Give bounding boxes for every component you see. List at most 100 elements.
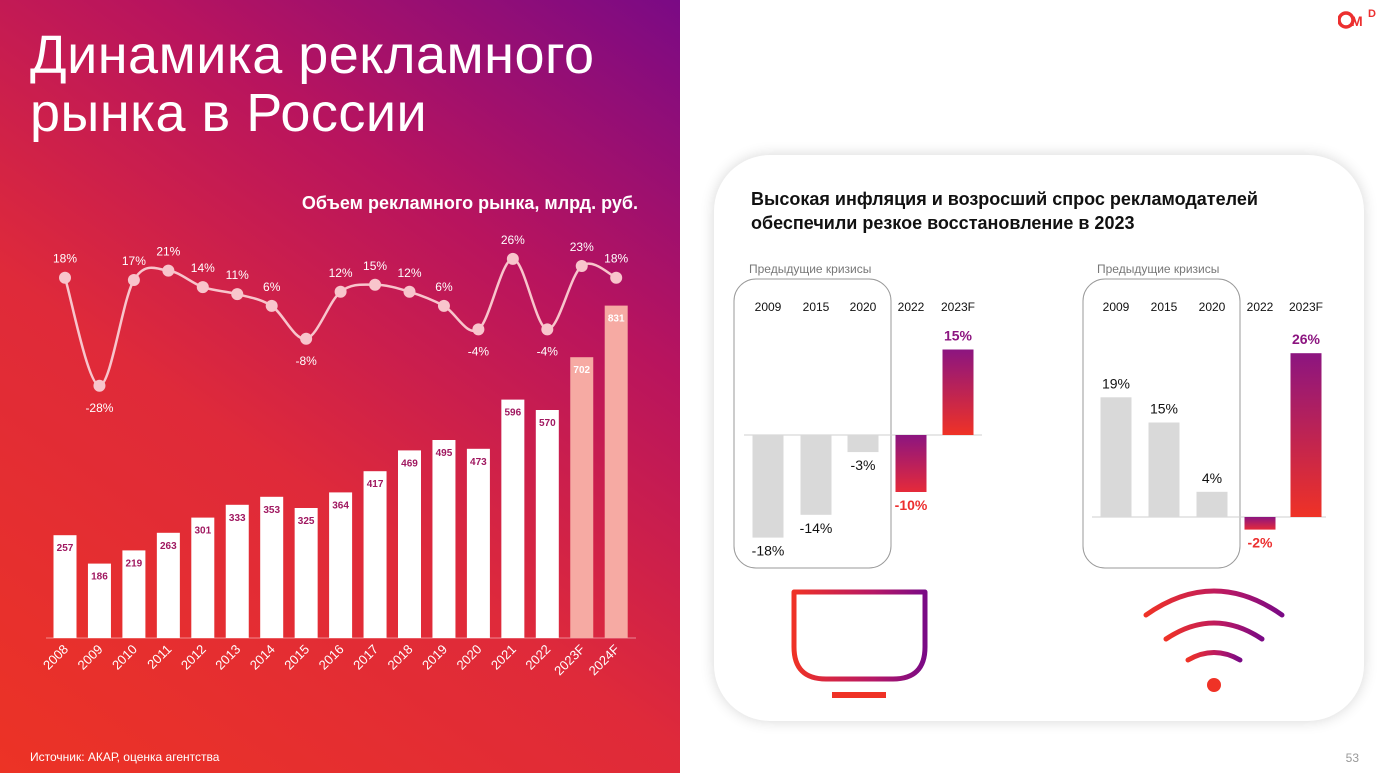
growth-point-2017	[369, 278, 382, 291]
crisis-label-internet: Предыдущие кризисы	[1097, 262, 1220, 276]
growth-point-2009	[93, 379, 106, 392]
x-tick-2016: 2016	[316, 642, 347, 673]
bar-value-2018: 469	[401, 458, 418, 469]
bar-2012	[191, 517, 215, 638]
x-tick-2023F: 2023F	[551, 641, 588, 678]
growth-label-2019: 6%	[435, 280, 453, 294]
growth-point-2023F	[575, 259, 588, 272]
growth-point-2024F	[610, 271, 623, 284]
crisis-frame-tv	[733, 278, 892, 569]
bar-2023F	[570, 357, 594, 638]
wifi-icon	[1143, 588, 1285, 692]
bar-value-2021: 596	[505, 408, 522, 419]
growth-label-2013: 11%	[226, 268, 249, 282]
bar-value-2015: 325	[298, 516, 315, 527]
crisis-label-tv: Предыдущие кризисы	[749, 262, 872, 276]
bar-tv-2015	[800, 435, 832, 515]
x-tick-2009: 2009	[75, 642, 106, 673]
card-title: Высокая инфляция и возросший спрос рекла…	[751, 189, 1258, 233]
bar-value-2022: 570	[539, 418, 556, 429]
bar-label-internet-2022: -2%	[1248, 535, 1273, 551]
category-internet-2015: 2015	[1151, 300, 1178, 314]
x-tick-2017: 2017	[350, 642, 381, 673]
bar-label-internet-2009: 19%	[1102, 375, 1130, 391]
bar-2016	[329, 492, 353, 638]
bar-tv-2020	[847, 435, 879, 453]
bar-2021	[501, 399, 525, 638]
bar-label-tv-2009: -18%	[752, 543, 785, 559]
x-tick-2013: 2013	[212, 642, 243, 673]
x-tick-2012: 2012	[178, 642, 209, 673]
bar-label-internet-2023F: 26%	[1292, 331, 1321, 347]
growth-label-2015: -8%	[295, 354, 317, 368]
bar-value-2019: 495	[436, 448, 453, 459]
ad-market-chart: 257 2008 186 2009 219 2010 263 2011 301 2012 333 20…	[40, 233, 636, 678]
growth-label-2008: 18%	[53, 252, 77, 266]
growth-point-2018	[403, 285, 416, 298]
category-internet-2020: 2020	[1199, 300, 1226, 314]
category-internet-2022: 2022	[1247, 300, 1274, 314]
bar-2010	[122, 550, 146, 638]
x-tick-2018: 2018	[385, 642, 416, 673]
category-tv-2023F: 2023F	[941, 300, 975, 314]
svg-text:D: D	[1368, 8, 1376, 20]
bar-label-tv-2022: -10%	[895, 497, 928, 513]
growth-label-2010: 17%	[122, 254, 146, 268]
growth-point-2011	[162, 264, 175, 277]
inflation-card: Высокая инфляция и возросший спрос рекла…	[714, 155, 1364, 721]
growth-label-2009: -28%	[85, 401, 113, 415]
bar-value-2011: 263	[160, 541, 177, 552]
bar-label-tv-2023F: 15%	[944, 328, 973, 344]
x-tick-2015: 2015	[281, 642, 312, 673]
growth-point-2020	[472, 323, 485, 336]
growth-point-2015	[300, 332, 313, 345]
bar-label-internet-2020: 4%	[1202, 470, 1222, 486]
bar-value-2008: 257	[57, 543, 74, 554]
growth-point-2016	[334, 285, 347, 298]
bar-internet-2020	[1196, 491, 1228, 517]
bar-2019	[432, 440, 456, 638]
bar-label-tv-2020: -3%	[851, 457, 876, 473]
bar-2015	[294, 508, 318, 638]
x-tick-2022: 2022	[522, 642, 553, 673]
bar-value-2012: 301	[194, 526, 211, 537]
bar-tv-2009	[752, 435, 784, 538]
omd-logo: M D	[1338, 8, 1376, 29]
bar-internet-2009	[1100, 397, 1132, 517]
left-panel: Динамика рекламного рынка в России Объем …	[0, 0, 680, 773]
bar-label-internet-2015: 15%	[1150, 401, 1178, 417]
category-internet-2009: 2009	[1103, 300, 1130, 314]
x-tick-2010: 2010	[109, 642, 140, 673]
bar-2013	[225, 504, 249, 638]
bar-value-2023F: 702	[573, 365, 590, 376]
growth-point-2021	[506, 252, 519, 265]
bar-internet-2015	[1148, 422, 1180, 517]
category-tv-2020: 2020	[850, 300, 877, 314]
x-tick-2019: 2019	[419, 642, 450, 673]
bar-internet-2023F	[1290, 353, 1322, 517]
crisis-charts: 2009 -18% 2015 -14% 2020 -3% 2022 -10% 2023F 15% 2…	[733, 278, 1326, 698]
bar-value-2010: 219	[126, 558, 143, 569]
bar-2014	[260, 496, 284, 638]
growth-label-2018: 12%	[397, 266, 421, 280]
growth-label-2022: -4%	[537, 344, 559, 358]
growth-label-2017: 15%	[363, 259, 387, 273]
bar-2008	[53, 535, 77, 638]
crisis-frame-internet	[1082, 278, 1241, 569]
bar-tv-2023F	[942, 349, 974, 435]
bar-2011	[156, 532, 180, 638]
growth-label-2021: 26%	[501, 233, 525, 247]
chart-subtitle: Объем рекламного рынка, млрд. руб.	[301, 193, 638, 213]
bar-value-2016: 364	[332, 500, 349, 511]
bar-value-2020: 473	[470, 457, 487, 468]
category-tv-2022: 2022	[898, 300, 925, 314]
growth-label-2012: 14%	[191, 261, 215, 275]
bar-value-2024F: 831	[608, 314, 625, 325]
growth-label-2011: 21%	[156, 245, 180, 259]
page-title: Динамика рекламного рынка в России	[30, 25, 595, 143]
source-note: Источник: АКАР, оценка агентства	[30, 750, 220, 764]
category-internet-2023F: 2023F	[1289, 300, 1323, 314]
bar-value-2017: 417	[367, 479, 384, 490]
svg-text:M: M	[1351, 13, 1363, 29]
growth-label-2023F: 23%	[570, 240, 594, 254]
